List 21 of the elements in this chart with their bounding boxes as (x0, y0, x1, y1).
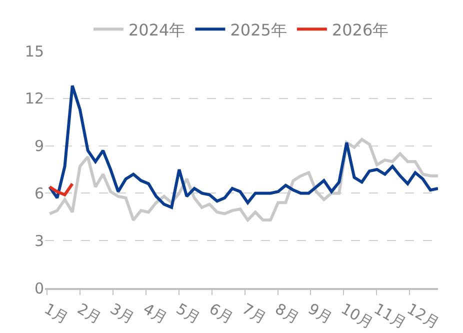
y-tick-label: 12 (24, 90, 44, 108)
x-tick-label: 5月 (173, 300, 204, 328)
line-series (48, 84, 438, 209)
y-tick-label: 9 (34, 137, 44, 156)
line-series (48, 138, 438, 222)
x-tick-label: 6月 (206, 300, 236, 328)
legend-label: 2024年 (128, 20, 186, 40)
line-series (48, 182, 74, 196)
x-tick-label: 9月 (304, 300, 336, 328)
y-tick-label: 0 (34, 279, 44, 298)
x-tick-label: 4月 (140, 300, 170, 328)
legend-label: 2026年 (332, 20, 389, 40)
y-tick-label: 15 (24, 42, 44, 60)
y-tick-label: 3 (34, 232, 44, 250)
x-tick-label: 3月 (107, 300, 138, 328)
x-tick-label: 8月 (272, 300, 302, 328)
x-tick-label: 2月 (74, 300, 104, 328)
y-tick-label: 6 (34, 184, 44, 202)
legend-label: 2025年 (230, 20, 287, 40)
x-tick-label: 7月 (239, 300, 270, 328)
x-tick-label: 1月 (41, 300, 72, 328)
